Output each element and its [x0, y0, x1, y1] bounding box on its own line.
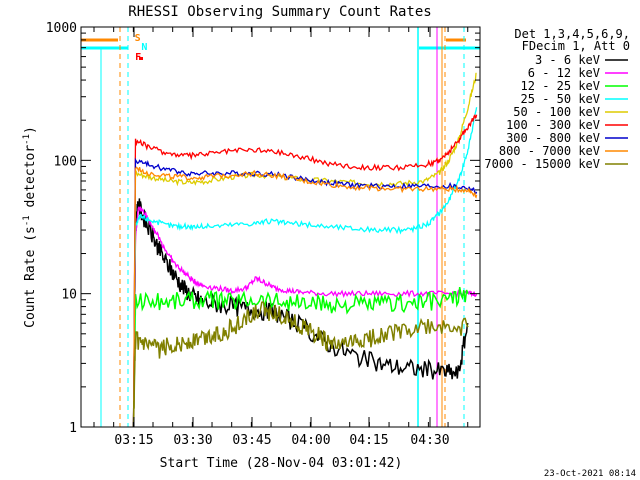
x-axis-label: Start Time (28-Nov-04 03:01:42)	[160, 456, 403, 471]
series-7000to15000keV-line	[132, 301, 469, 428]
series-6to12keV-line	[132, 205, 478, 428]
flag-s: S	[135, 33, 141, 44]
y-axis-label-sup2: -1	[22, 134, 32, 145]
legend-label-2: 12 - 25 keV	[521, 79, 600, 93]
flag-layer: SNF	[135, 33, 148, 63]
legend-label-6: 300 - 800 keV	[506, 131, 600, 145]
x-tick-label-04:00: 04:00	[291, 433, 330, 448]
y-axis-label-sup1: -1	[22, 215, 32, 226]
flag-n: N	[141, 42, 147, 53]
y-axis-label-main: Count Rate (s	[23, 226, 38, 328]
x-tick-label-03:15: 03:15	[114, 433, 153, 448]
flag-f-marker	[139, 57, 143, 60]
y-axis-label-mid: detector	[23, 145, 38, 216]
y-axis-label: Count Rate (s-1 detector-1)	[22, 126, 38, 328]
series-layer	[132, 72, 478, 428]
legend-label-0: 3 - 6 keV	[535, 53, 600, 67]
y-tick-label-10: 10	[61, 288, 77, 303]
legend-label-3: 25 - 50 keV	[521, 92, 600, 106]
x-tick-label-03:45: 03:45	[232, 433, 271, 448]
chart-title: RHESSI Observing Summary Count Rates	[128, 4, 431, 20]
legend-label-5: 100 - 300 keV	[506, 118, 600, 132]
series-800to7000keV-line	[132, 166, 478, 428]
series-50to100keV-line	[132, 72, 477, 428]
timestamp: 23-Oct-2021 08:14	[544, 469, 636, 479]
attenuator-decorations	[81, 27, 480, 427]
series-12to25keV-line	[132, 286, 469, 428]
legend-label-8: 7000 - 15000 keV	[484, 157, 600, 171]
legend-label-4: 50 - 100 keV	[513, 105, 600, 119]
legend-header-line2: FDecim 1, Att 0	[522, 39, 630, 53]
series-25to50keV-line	[132, 107, 478, 428]
x-tick-label-04:30: 04:30	[410, 433, 449, 448]
y-axis-label-end: )	[23, 126, 38, 134]
series-300to800keV-line	[132, 157, 478, 428]
axis-layer: 1 10 100 1000 03:15 03:30 03:45 04:00 04:15 04:30	[46, 21, 480, 448]
plot-frame	[80, 26, 481, 428]
y-tick-label-100: 100	[54, 154, 77, 169]
series-3to6keV-line	[132, 198, 469, 428]
x-tick-label-04:15: 04:15	[349, 433, 388, 448]
y-tick-label-1000: 1000	[46, 21, 77, 36]
x-tick-label-03:30: 03:30	[173, 433, 212, 448]
legend-label-7: 800 - 7000 keV	[499, 144, 600, 158]
legend: Det 1,3,4,5,6,9, FDecim 1, Att 0 3 - 6 k…	[484, 27, 630, 171]
series-100to300keV-line	[132, 114, 478, 428]
y-tick-label-1: 1	[69, 421, 77, 436]
flag-f: F	[135, 52, 141, 63]
legend-label-1: 6 - 12 keV	[528, 66, 600, 80]
legend-header-line1: Det 1,3,4,5,6,9,	[514, 27, 630, 41]
